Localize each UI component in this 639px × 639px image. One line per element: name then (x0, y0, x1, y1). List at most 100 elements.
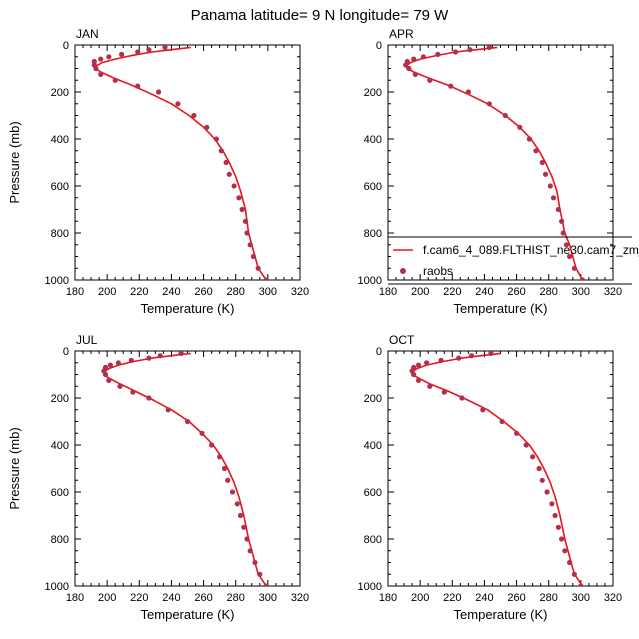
x-tick-label: 220 (130, 592, 148, 604)
model-profile-line (404, 46, 584, 280)
obs-point (427, 77, 433, 83)
obs-point (571, 265, 578, 271)
y-tick-label: 600 (51, 181, 69, 193)
obs-point (107, 362, 113, 368)
y-tick-label: 400 (51, 440, 69, 452)
obs-point (514, 430, 520, 436)
obs-point (93, 65, 99, 72)
obs-point (502, 112, 508, 119)
obs-point (448, 83, 454, 89)
obs-point (499, 418, 505, 425)
panel-title: JUL (76, 333, 98, 347)
obs-point (567, 253, 573, 260)
y-tick-label: 800 (364, 228, 382, 240)
obs-point (560, 230, 566, 236)
y-tick-label: 800 (364, 534, 382, 546)
obs-point (465, 89, 471, 95)
x-tick-label: 200 (98, 286, 116, 298)
y-tick-label: 800 (51, 228, 69, 240)
panel-title: JAN (76, 27, 99, 41)
x-tick-label: 280 (227, 592, 245, 604)
panel-apr: 180 200 220 240 260 280 300 320 0 200 400 600 800 100… (358, 27, 623, 316)
obs-point (244, 230, 250, 236)
plot-data (409, 351, 584, 586)
panels: 180 200 220 240 260 280 300 320 0 200 400 600 800 100… (7, 27, 639, 622)
x-axis-label: Temperature (K) (454, 607, 548, 622)
obs-point (218, 148, 224, 154)
obs-point (424, 360, 430, 366)
obs-point (486, 101, 492, 107)
obs-point (231, 183, 237, 189)
plot-data (91, 45, 269, 280)
obs-point (559, 218, 565, 224)
obs-point (242, 218, 248, 224)
obs-point (544, 489, 550, 495)
x-tick-label: 280 (540, 592, 558, 604)
model-profile-line (411, 352, 584, 586)
obs-point (547, 183, 553, 189)
obs-point (542, 171, 549, 177)
obs-point (488, 351, 494, 356)
obs-point (146, 395, 152, 401)
legend-dot-swatch (400, 268, 406, 274)
obs-point (102, 371, 109, 378)
obs-point (156, 89, 162, 95)
obs-point (255, 265, 261, 271)
obs-point (226, 171, 232, 177)
obs-point (213, 136, 219, 142)
x-tick-label: 320 (291, 286, 309, 298)
plot-data (403, 45, 586, 280)
panel-title: APR (389, 27, 414, 41)
obs-point (217, 454, 223, 460)
x-tick-label: 280 (227, 286, 245, 298)
obs-point (550, 195, 557, 201)
panel-title: OCT (389, 333, 415, 347)
x-tick-label: 180 (379, 592, 397, 604)
y-tick-label: 600 (364, 487, 382, 499)
legend-item-model: f.cam6_4_089.FLTHIST_ne30.cam7_zm_ (393, 243, 639, 257)
obs-point (579, 277, 586, 280)
obs-point (106, 54, 112, 60)
obs-point (178, 351, 184, 356)
obs-point (563, 242, 570, 248)
obs-point (234, 501, 240, 507)
y-tick-label: 0 (376, 40, 382, 52)
y-tick-label: 0 (63, 346, 69, 358)
obs-point (533, 148, 539, 154)
obs-point (98, 71, 104, 77)
x-tick-label: 220 (130, 286, 148, 298)
obs-point (247, 548, 253, 554)
obs-point (250, 253, 256, 260)
y-tick-label: 200 (364, 87, 382, 99)
obs-point (236, 195, 242, 201)
y-tick-label: 600 (51, 487, 69, 499)
obs-point (523, 442, 529, 448)
x-axis-label: Temperature (K) (141, 301, 235, 316)
x-tick-label: 200 (411, 592, 429, 604)
x-tick-label: 240 (475, 592, 493, 604)
obs-point (252, 559, 258, 566)
y-tick-label: 1000 (358, 275, 382, 287)
obs-point (146, 47, 152, 53)
obs-point (415, 377, 422, 383)
obs-point (263, 277, 269, 280)
x-tick-label: 180 (66, 592, 84, 604)
obs-point (459, 395, 465, 401)
obs-point (456, 355, 462, 361)
obs-point (135, 83, 141, 89)
obs-point (199, 430, 205, 436)
obs-point (209, 442, 215, 448)
model-profile-line (103, 352, 267, 586)
obs-point (517, 124, 523, 130)
y-tick-label: 1000 (45, 275, 69, 287)
obs-point (415, 362, 422, 368)
obs-point (555, 524, 562, 530)
obs-point (562, 548, 568, 554)
obs-point (411, 371, 417, 378)
obs-point (119, 51, 125, 58)
y-tick-label: 400 (364, 134, 382, 146)
legend-item-obs: raobs (400, 264, 453, 278)
x-tick-label: 220 (443, 592, 461, 604)
obs-point (184, 418, 191, 425)
obs-point (115, 360, 121, 366)
